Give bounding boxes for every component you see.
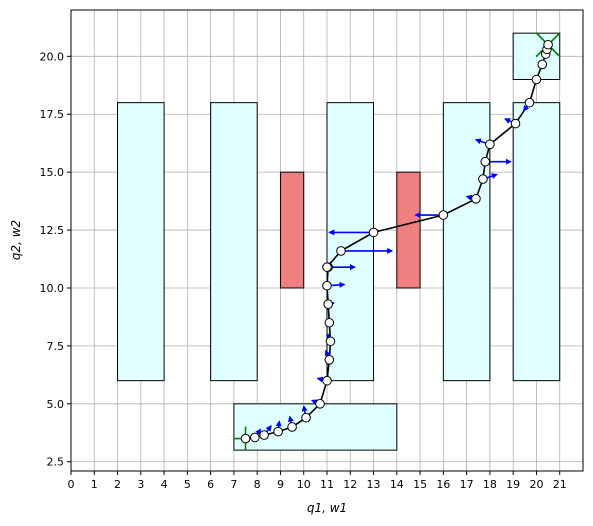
x-tick-label: 1 [91, 478, 98, 491]
x-tick-label: 13 [367, 478, 381, 491]
safe-region [210, 102, 258, 382]
path-point [537, 59, 548, 70]
obstacle-region [396, 171, 421, 289]
safe-region [233, 403, 398, 451]
path-point [240, 433, 251, 444]
path-point [336, 246, 346, 256]
x-tick-label: 11 [320, 478, 334, 491]
safe-region [326, 102, 375, 382]
safe-region [117, 102, 165, 382]
y-tick-label: 2.5 [47, 456, 65, 469]
path-point [325, 336, 336, 347]
path-point [324, 317, 335, 328]
path-point [368, 227, 379, 238]
y-tick-label: 20.0 [40, 50, 65, 63]
x-tick-label: 15 [413, 478, 427, 491]
x-tick-label: 12 [343, 478, 357, 491]
path-point [480, 156, 491, 167]
path-point [323, 299, 333, 310]
path-point [315, 399, 325, 409]
path-point [543, 39, 553, 50]
path-point [259, 430, 269, 440]
path-point [250, 432, 260, 443]
x-tick-label: 0 [68, 478, 75, 491]
y-tick-label: 10.0 [40, 282, 65, 295]
safe-region [512, 102, 561, 382]
path-point [324, 355, 335, 365]
path-point [485, 139, 495, 150]
path-point [478, 174, 488, 184]
x-tick-label: 14 [390, 478, 404, 491]
x-tick-label: 6 [207, 478, 214, 491]
path-point [438, 210, 449, 220]
x-tick-label: 3 [137, 478, 144, 491]
x-tick-label: 7 [230, 478, 237, 491]
path-point [531, 74, 542, 85]
x-tick-label: 19 [506, 478, 520, 491]
x-tick-label: 21 [553, 478, 567, 491]
path-point [524, 97, 535, 108]
path-point [322, 280, 332, 291]
x-axis-label: q1, w1 [307, 501, 347, 515]
y-tick-label: 5.0 [47, 398, 65, 411]
obstacle-region [279, 171, 305, 289]
path-point [322, 375, 332, 386]
safe-region [442, 102, 491, 382]
x-tick-label: 9 [277, 478, 284, 491]
path-point [301, 412, 311, 423]
x-tick-label: 17 [460, 478, 474, 491]
x-tick-label: 20 [529, 478, 543, 491]
x-tick-label: 18 [483, 478, 497, 491]
path-point [510, 118, 521, 129]
x-tick-label: 5 [184, 478, 191, 491]
y-tick-label: 17.5 [40, 108, 65, 121]
path-point [471, 194, 481, 204]
x-tick-label: 10 [297, 478, 311, 491]
x-tick-label: 2 [114, 478, 121, 491]
x-tick-label: 8 [254, 478, 261, 491]
y-axis-label: q2, w2 [9, 220, 23, 260]
path-point [287, 422, 297, 432]
path-point [322, 262, 332, 272]
x-tick-label: 16 [436, 478, 450, 491]
y-tick-label: 15.0 [40, 166, 65, 179]
path-point [273, 426, 283, 437]
x-tick-label: 4 [161, 478, 168, 491]
y-tick-label: 7.5 [47, 340, 65, 353]
y-tick-label: 12.5 [40, 224, 65, 237]
